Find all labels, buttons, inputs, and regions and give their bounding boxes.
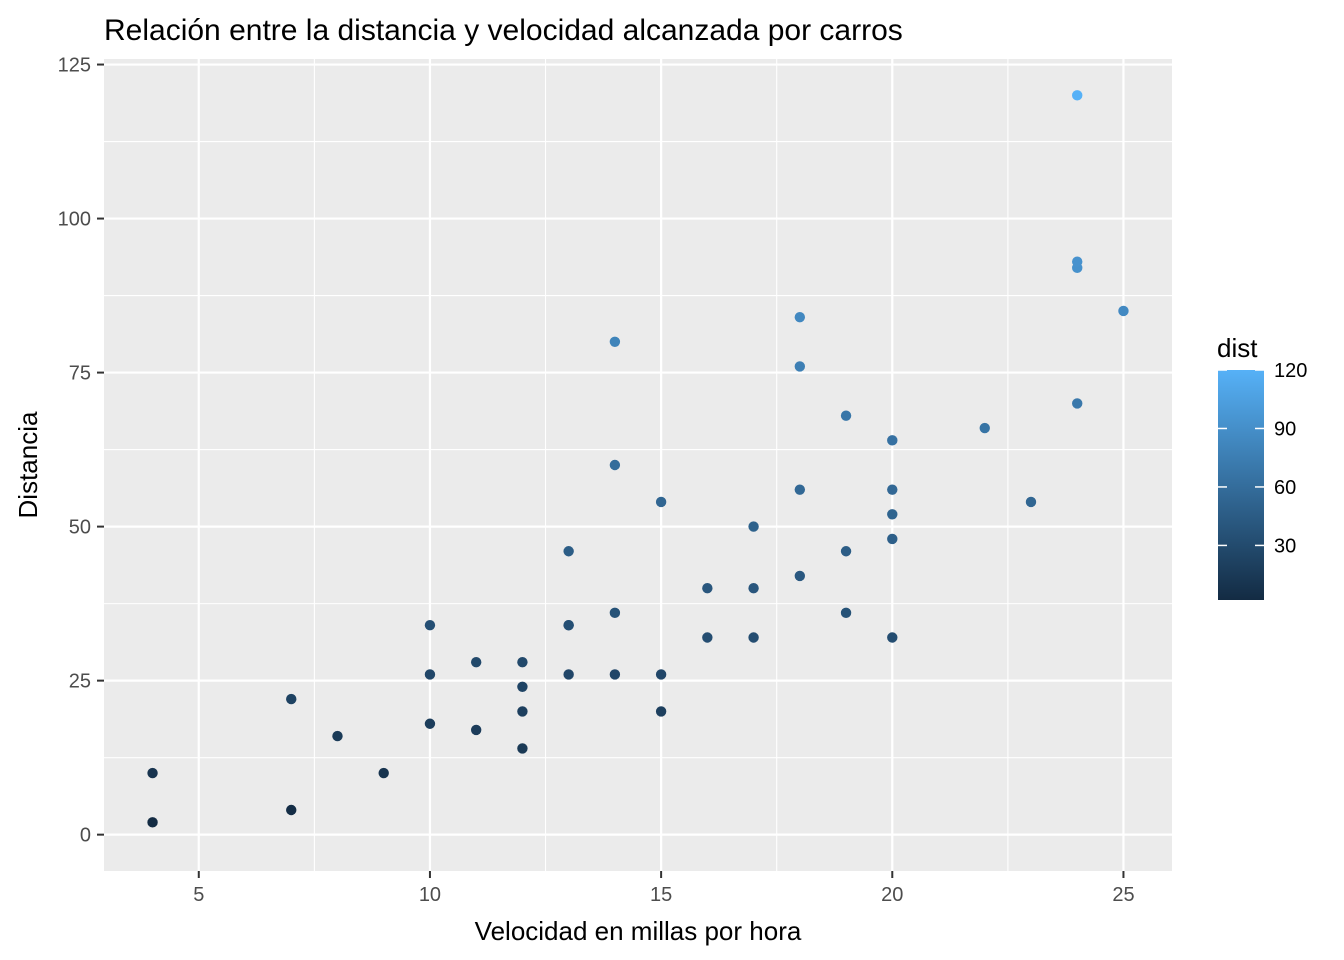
- y-tick-label: 25: [69, 671, 91, 693]
- data-point: [517, 681, 528, 692]
- legend-title: dist: [1217, 333, 1258, 363]
- data-point: [840, 546, 852, 557]
- data-point: [702, 583, 713, 594]
- data-point: [424, 718, 436, 729]
- data-point: [794, 484, 806, 495]
- legend-label: 90: [1274, 418, 1296, 440]
- data-point: [794, 570, 806, 582]
- x-tick-label: 15: [650, 884, 672, 906]
- y-axis-title: Distancia: [13, 411, 43, 518]
- data-point: [609, 336, 621, 347]
- plot-panel: [104, 59, 1172, 871]
- data-point: [424, 669, 436, 680]
- chart-title: Relación entre la distancia y velocidad …: [104, 14, 903, 47]
- color-legend: dist 30 60 90 120: [1217, 333, 1307, 600]
- data-point: [378, 767, 389, 779]
- y-tick-label: 0: [80, 825, 91, 847]
- y-tick-label: 100: [58, 209, 91, 231]
- x-tick-label: 10: [419, 884, 441, 906]
- data-point: [887, 509, 898, 520]
- data-point: [655, 496, 667, 508]
- legend-colorbar: [1218, 370, 1264, 600]
- data-point: [748, 521, 759, 532]
- y-tick-label: 75: [69, 363, 91, 385]
- data-point: [887, 435, 898, 446]
- y-tick-label: 125: [58, 55, 91, 77]
- data-point: [655, 706, 667, 717]
- data-point: [286, 804, 297, 816]
- data-point: [887, 632, 898, 643]
- data-point: [748, 632, 759, 643]
- data-point: [609, 459, 621, 471]
- axes: 5 10 15 20 25 0 25 50 75 100 125: [58, 55, 1135, 906]
- data-points: [147, 90, 1129, 828]
- data-point: [563, 619, 574, 631]
- x-tick-label: 25: [1112, 884, 1134, 906]
- data-point: [470, 724, 482, 736]
- data-point: [424, 619, 436, 631]
- legend-ticks: 30 60 90 120: [1218, 360, 1307, 557]
- data-point: [1072, 256, 1083, 267]
- data-point: [794, 311, 806, 323]
- data-point: [1072, 398, 1083, 409]
- data-point: [655, 669, 667, 680]
- legend-label: 30: [1274, 535, 1296, 557]
- data-point: [887, 484, 898, 495]
- data-point: [609, 607, 621, 619]
- data-point: [794, 361, 806, 372]
- data-point: [748, 583, 759, 594]
- data-point: [563, 546, 574, 557]
- data-point: [332, 730, 343, 742]
- y-tick-label: 50: [69, 517, 91, 539]
- data-point: [609, 669, 621, 680]
- data-point: [887, 533, 898, 545]
- x-tick-label: 20: [881, 884, 903, 906]
- data-point: [840, 607, 852, 619]
- data-point: [147, 817, 158, 828]
- data-point: [517, 706, 528, 717]
- legend-label: 60: [1274, 477, 1296, 499]
- data-point: [147, 767, 158, 779]
- x-tick-label: 5: [193, 884, 204, 906]
- legend-label: 120: [1274, 360, 1307, 382]
- data-point: [1025, 496, 1037, 508]
- data-point: [979, 422, 990, 434]
- grid-lines: [104, 59, 1172, 871]
- x-axis-title: Velocidad en millas por hora: [475, 916, 802, 946]
- data-point: [702, 632, 713, 643]
- data-point: [840, 410, 852, 421]
- data-point: [1072, 90, 1083, 101]
- data-point: [563, 669, 574, 680]
- data-point: [517, 743, 528, 754]
- data-point: [470, 656, 482, 668]
- data-point: [1118, 305, 1129, 317]
- data-point: [286, 693, 297, 705]
- data-point: [517, 656, 528, 668]
